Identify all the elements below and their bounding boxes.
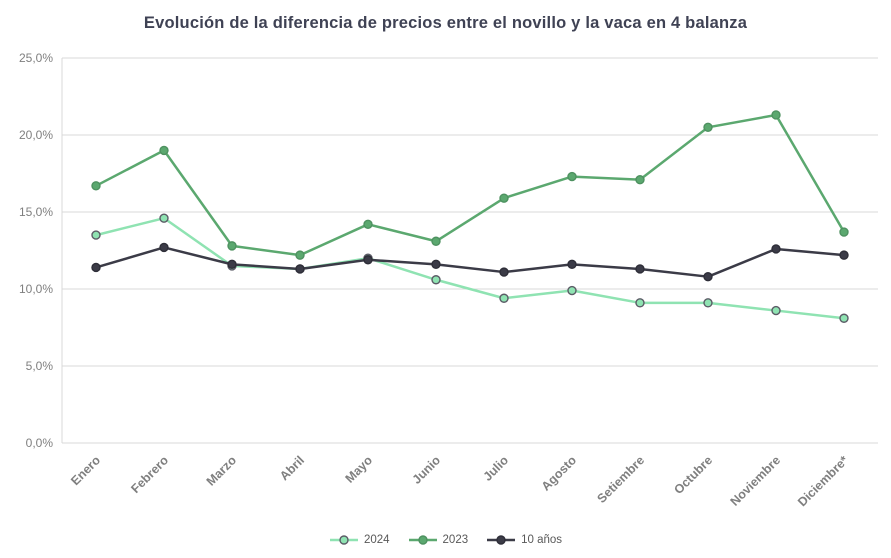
svg-text:Julio: Julio	[481, 453, 512, 484]
svg-text:25,0%: 25,0%	[19, 51, 53, 65]
legend-marker-2024-icon	[329, 535, 358, 545]
legend-marker-10-anos-icon	[487, 535, 516, 545]
svg-text:Setiembre: Setiembre	[594, 453, 647, 506]
svg-text:Junio: Junio	[410, 453, 444, 487]
svg-text:Agosto: Agosto	[539, 453, 580, 494]
legend-label-10-anos: 10 años	[521, 534, 563, 546]
svg-text:10,0%: 10,0%	[19, 282, 53, 296]
svg-text:Marzo: Marzo	[204, 453, 240, 489]
svg-text:Enero: Enero	[68, 453, 103, 488]
svg-text:Noviembre: Noviembre	[728, 453, 784, 509]
y-axis-labels: 0,0% 5,0% 10,0% 15,0% 20,0% 25,0%	[19, 51, 53, 450]
svg-text:Mayo: Mayo	[343, 453, 376, 486]
legend-label-2023: 2023	[442, 534, 469, 546]
legend-item-2024: 2024	[329, 534, 390, 546]
legend-item-2023: 2023	[408, 534, 469, 546]
series-10-años	[91, 242, 849, 282]
gridlines	[61, 57, 878, 444]
svg-text:Octubre: Octubre	[671, 453, 715, 497]
svg-text:0,0%: 0,0%	[26, 436, 54, 450]
series-2023	[91, 110, 849, 260]
svg-text:15,0%: 15,0%	[19, 205, 53, 219]
svg-text:Abril: Abril	[277, 453, 307, 483]
svg-text:20,0%: 20,0%	[19, 128, 53, 142]
legend-label-2024: 2024	[363, 534, 390, 546]
chart-legend: 2024 2023 10 años	[0, 534, 891, 546]
svg-text:5,0%: 5,0%	[26, 359, 54, 373]
legend-marker-2023-icon	[408, 535, 437, 545]
svg-text:Febrero: Febrero	[128, 453, 171, 496]
x-axis-labels: Enero Febrero Marzo Abril Mayo Junio Julio Agos…	[68, 453, 851, 509]
chart-title: Evolución de la diferencia de precios en…	[143, 14, 748, 32]
legend-item-10-anos: 10 años	[486, 534, 562, 546]
svg-text:Diciembre*: Diciembre*	[795, 453, 851, 509]
